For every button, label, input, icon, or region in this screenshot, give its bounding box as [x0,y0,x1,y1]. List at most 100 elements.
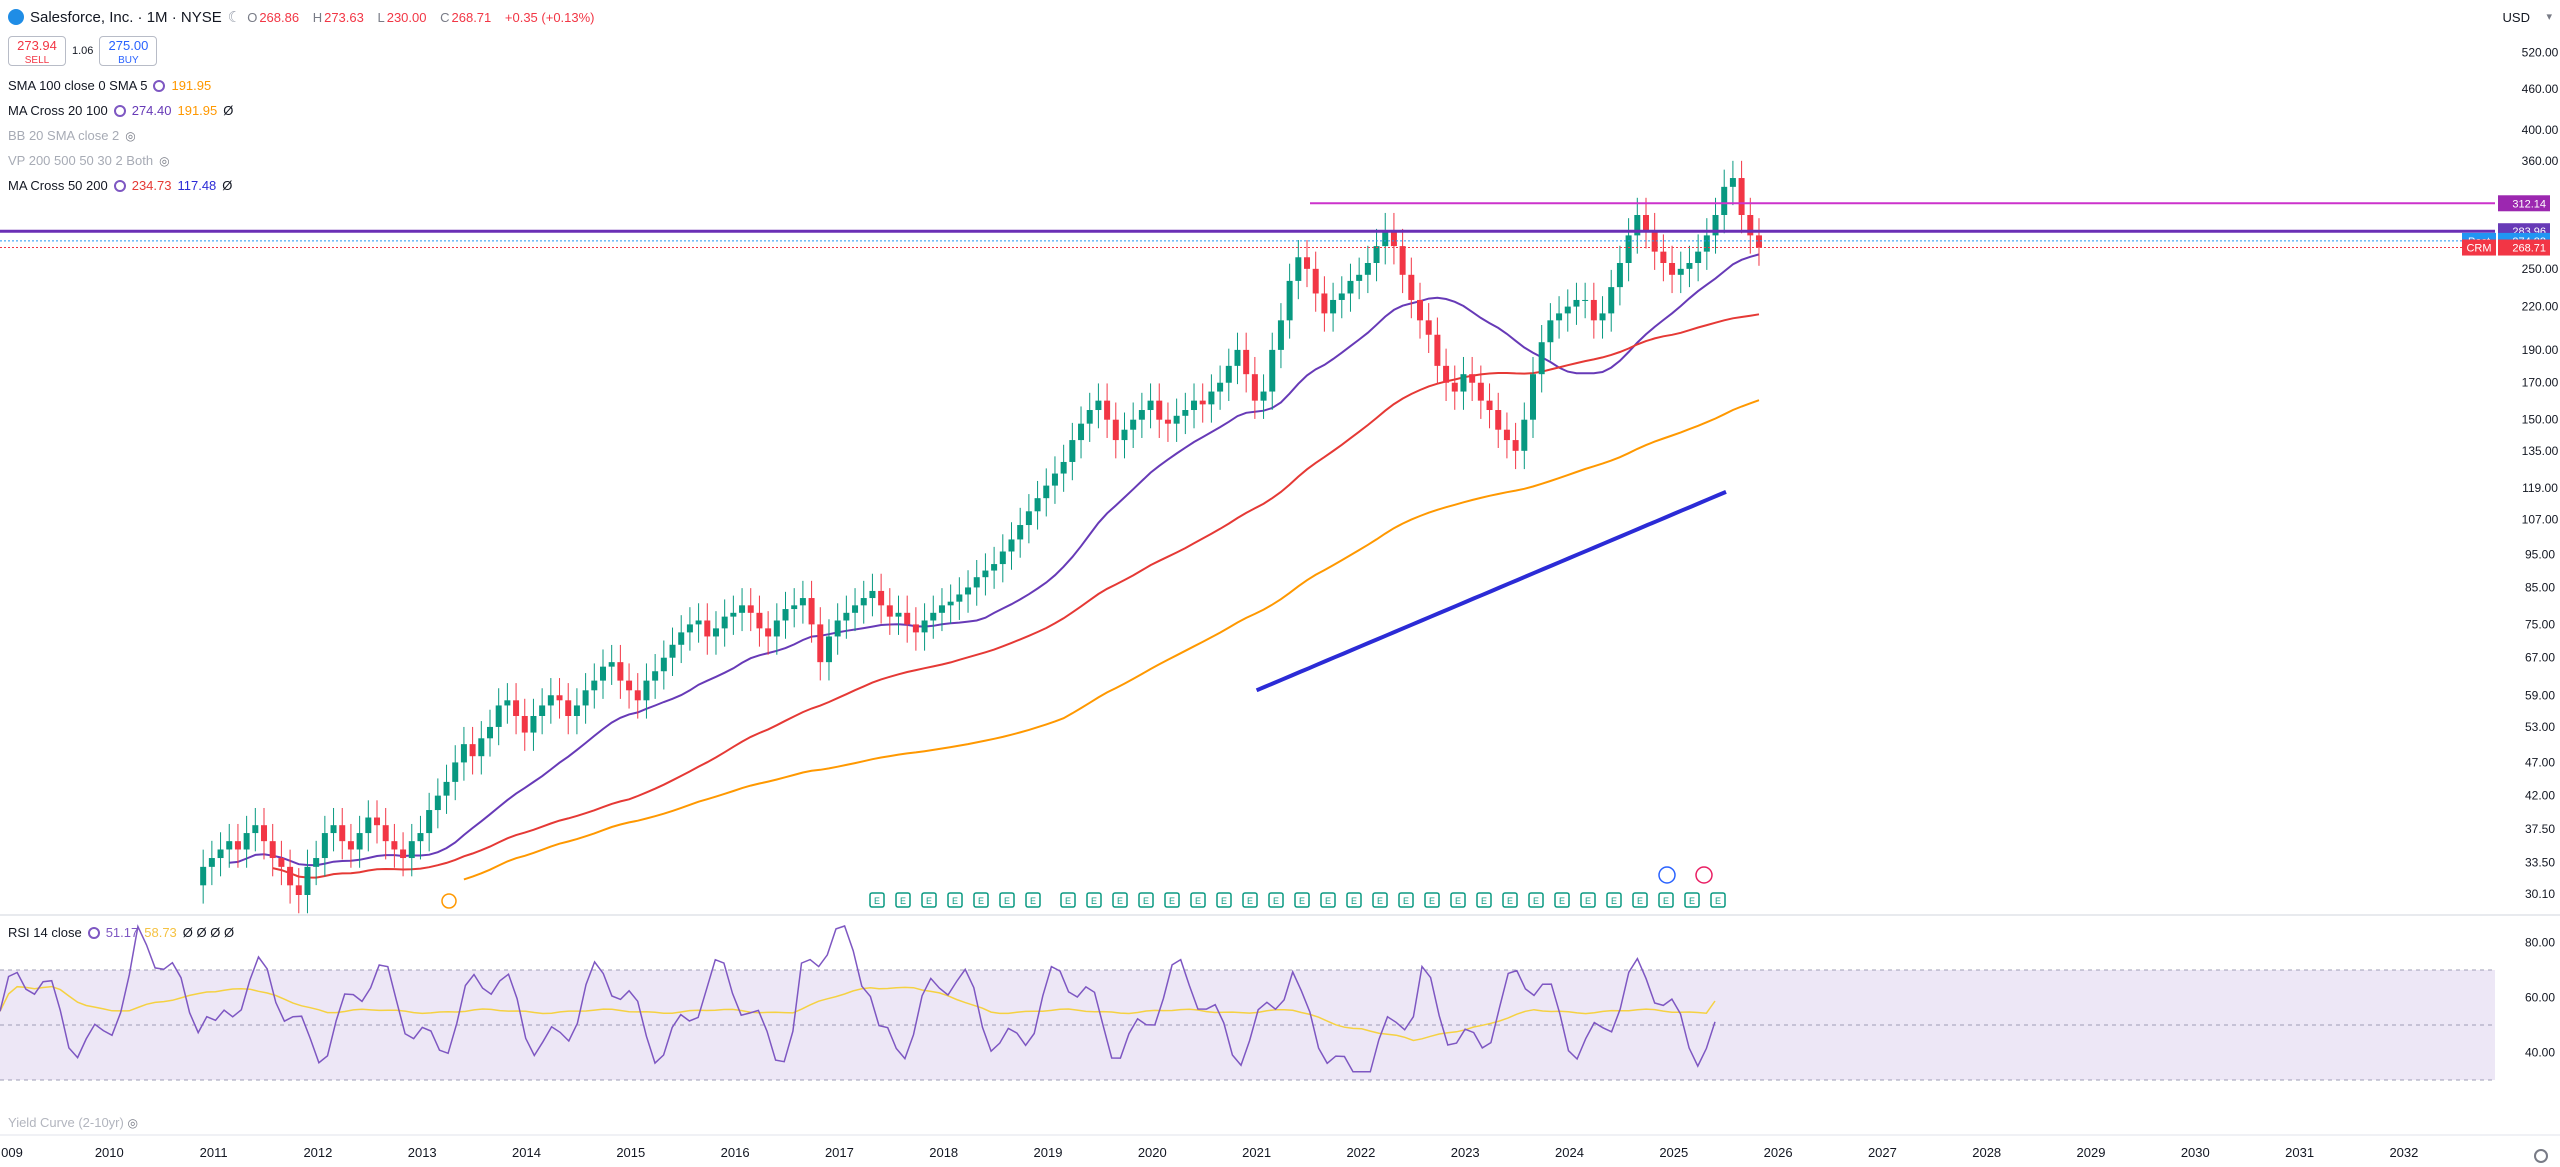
candle-body [208,858,215,867]
x-tick-label: 2032 [2389,1145,2418,1160]
earnings-event-icon [947,892,963,908]
x-tick-label: 2026 [1764,1145,1793,1160]
x-tick-label: 2015 [616,1145,645,1160]
candle-body [365,817,372,834]
hidden-eye-icon[interactable]: ◎ [125,128,136,143]
gear-icon[interactable] [2534,1149,2548,1163]
candle-body [573,705,580,716]
candle-body [1425,320,1432,335]
candle-body [1095,400,1102,411]
earnings-event-icon-glyph: E [1273,896,1279,906]
sma100-line [463,399,1760,881]
indicator-settings-icon[interactable] [153,79,166,92]
market-status-icon[interactable]: ☾ [227,9,242,26]
candle-body [1599,313,1606,321]
buy-button[interactable]: 275.00 BUY [99,36,158,66]
candle-body [1503,429,1510,441]
indicator-settings-icon[interactable] [87,926,100,939]
earnings-event-icon-glyph: E [1247,896,1253,906]
candle-body [478,738,485,757]
candle-body [791,605,798,610]
candle-body [339,825,346,842]
candle-body [704,620,711,637]
candle-body [1312,268,1319,294]
candle-body [782,609,789,621]
candle-body [712,628,719,637]
earnings-event-icon [869,892,885,908]
earnings-event-icon [1216,892,1232,908]
candle-body [1399,246,1406,275]
candle-body [295,885,302,895]
candle-body [1529,374,1536,420]
indicator-bb[interactable]: BB 20 SMA close 2 ◎ [8,128,136,143]
candle-body [1747,215,1754,236]
sell-button[interactable]: 273.94 SELL [8,36,66,66]
earnings-event-icon-glyph: E [1533,896,1539,906]
y-tick-label: 33.50 [2525,855,2555,869]
yield-curve-legend[interactable]: Yield Curve (2-10yr) ◎ [8,1115,138,1130]
rsi-legend[interactable]: RSI 14 close 51.17 58.73 Ø Ø Ø Ø [8,925,235,940]
candle-body [773,620,780,637]
news-event-icon [1695,866,1713,884]
candle-body [860,598,867,606]
candle-body [938,605,945,613]
currency-label[interactable]: USD [2502,10,2530,25]
earnings-event-icon-glyph: E [1221,896,1227,906]
candle-body [1721,186,1728,215]
x-tick-label: 2010 [95,1145,124,1160]
candle-body [539,705,546,716]
earnings-event-icon [1060,892,1076,908]
earnings-event-icon [1242,892,1258,908]
candle-body [417,833,424,842]
candle-body [1191,400,1198,411]
candle-body [930,612,937,621]
x-tick-label: 2017 [825,1145,854,1160]
x-tick-label: 2020 [1138,1145,1167,1160]
candle-body [1164,419,1171,424]
candle-body [1373,246,1380,263]
candle-body [869,590,876,599]
indicator-vp[interactable]: VP 200 500 50 30 2 Both ◎ [8,153,170,168]
x-tick-label: 2029 [2077,1145,2106,1160]
chevron-down-icon[interactable]: ▾ [2546,11,2552,23]
spread-value: 1.06 [72,45,94,57]
candle-body [634,690,641,701]
earnings-event-icon [1528,892,1544,908]
hidden-eye-icon[interactable]: ◎ [159,153,170,168]
earnings-event-icon [1138,892,1154,908]
indicator-settings-icon[interactable] [113,104,126,117]
candle-body [1321,293,1328,314]
candle-body [469,744,476,757]
earnings-event-icon-glyph: E [1195,896,1201,906]
indicator-settings-icon[interactable] [113,179,126,192]
x-tick-label: 2023 [1451,1145,1480,1160]
candle-body [878,590,885,606]
candle-body [1156,400,1163,420]
candle-body [1512,440,1519,451]
earnings-event-icon-glyph: E [1299,896,1305,906]
indicator-ma-cross-50-200[interactable]: MA Cross 50 200 234.73 117.48 Ø [8,178,233,193]
candle-body [652,671,659,681]
candle-body [1086,410,1093,424]
earnings-event-icon-glyph: E [1377,896,1383,906]
candle-body [1008,539,1015,552]
candle-body [1634,215,1641,236]
x-tick-label: 2019 [1034,1145,1063,1160]
candle-body [1138,410,1145,420]
candle-body [1686,262,1693,269]
earnings-event-icon-glyph: E [1559,896,1565,906]
candle-body [486,726,493,739]
earnings-event-icon [1372,892,1388,908]
candle-body [287,866,294,886]
candle-body [808,598,815,625]
symbol-title[interactable]: Salesforce, Inc. · 1M · NYSE [30,8,222,26]
candle-body [1677,268,1684,275]
earnings-event-icon [1294,892,1310,908]
earnings-event-icon-glyph: E [1403,896,1409,906]
candle-body [608,662,615,667]
indicator-sma100[interactable]: SMA 100 close 0 SMA 5 191.95 [8,78,212,93]
x-tick-label: 2021 [1242,1145,1271,1160]
candle-body [1642,215,1649,231]
indicator-ma-cross-20-100[interactable]: MA Cross 20 100 274.40 191.95 Ø [8,103,234,118]
